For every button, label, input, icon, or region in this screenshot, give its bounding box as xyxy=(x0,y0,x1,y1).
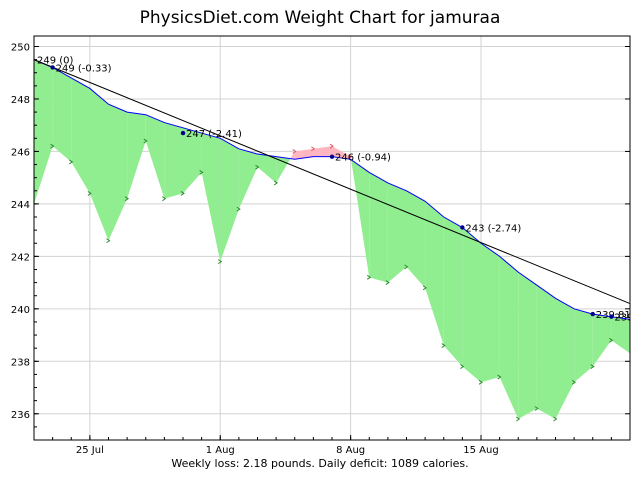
below-trend-fill xyxy=(52,67,72,162)
below-trend-fill xyxy=(238,148,258,210)
below-trend-fill xyxy=(183,127,202,194)
weight-marker xyxy=(348,154,353,160)
weight-marker xyxy=(162,196,167,202)
annotation-label: 239.81 (-3.26) xyxy=(596,310,640,321)
annotation-label: 249 (-0.33) xyxy=(56,63,112,74)
above-trend-fill xyxy=(294,148,314,160)
annotation-label: 239.69 (-0.12) xyxy=(614,313,640,324)
right-margin xyxy=(630,0,640,480)
annotation-dot xyxy=(590,311,595,317)
below-trend-fill xyxy=(220,138,239,262)
below-trend-fill xyxy=(592,314,612,367)
weight-marker xyxy=(534,406,539,411)
y-tick-label: 242 xyxy=(11,252,30,263)
weight-marker xyxy=(590,364,595,369)
below-trend-fill xyxy=(89,88,109,241)
y-tick-label: 236 xyxy=(11,410,30,421)
below-trend-fill xyxy=(481,243,500,383)
annotation-label: 247 (-2.41) xyxy=(186,129,242,140)
below-trend-fill xyxy=(443,217,463,367)
weight-marker xyxy=(292,149,297,154)
below-trend-fill xyxy=(34,59,53,204)
weight-marker xyxy=(571,379,577,385)
chart-title: PhysicsDiet.com Weight Chart for jamuraa xyxy=(139,8,501,28)
weight-marker xyxy=(497,374,502,380)
weight-marker xyxy=(366,274,372,280)
weight-marker xyxy=(460,364,465,369)
weight-marker xyxy=(422,285,428,291)
above-trend-fill xyxy=(313,146,332,157)
weight-marker xyxy=(68,159,74,165)
annotation-dot xyxy=(609,314,614,319)
below-trend-fill xyxy=(499,256,519,420)
annotation-dot xyxy=(460,225,465,230)
weight-marker xyxy=(87,190,92,196)
below-trend-fill xyxy=(555,298,575,420)
weight-marker xyxy=(609,337,614,343)
below-trend-fill xyxy=(425,201,444,346)
weight-marker xyxy=(199,169,204,175)
annotation-dot xyxy=(180,130,186,136)
weight-marker xyxy=(515,416,521,422)
annotation-dot xyxy=(329,154,335,159)
weight-marker xyxy=(441,343,446,348)
below-trend-fill xyxy=(462,227,481,383)
below-trend-fill xyxy=(406,190,426,288)
y-tick-label: 248 xyxy=(11,95,30,106)
y-tick-label: 240 xyxy=(11,305,30,316)
below-trend-fill xyxy=(351,159,370,278)
weight-marker xyxy=(385,280,390,286)
below-trend-fill xyxy=(611,316,630,354)
y-tick-label: 250 xyxy=(11,42,30,53)
weight-marker xyxy=(236,206,241,212)
below-trend-fill xyxy=(201,133,221,262)
weight-marker xyxy=(180,190,185,196)
weight-marker xyxy=(143,138,148,144)
below-trend-fill xyxy=(387,182,407,283)
annotation-dot xyxy=(50,65,55,70)
below-trend-fill xyxy=(145,114,165,199)
weight-marker xyxy=(255,164,260,170)
left-margin xyxy=(0,0,34,480)
below-trend-fill xyxy=(574,308,593,383)
weight-marker xyxy=(329,143,334,149)
below-trend-fill xyxy=(164,122,183,199)
weight-marker xyxy=(404,264,409,270)
below-trend-fill xyxy=(536,285,556,420)
below-trend-fill xyxy=(127,112,146,199)
chart-footer: Weekly loss: 2.18 pounds. Daily deficit:… xyxy=(171,457,469,470)
weight-marker xyxy=(106,238,111,244)
below-trend-fill xyxy=(71,77,90,194)
x-tick-label: 25 Jul xyxy=(76,445,104,456)
annotation-label: 243 (-2.74) xyxy=(465,224,521,235)
below-trend-fill xyxy=(108,104,128,241)
below-trend-fill xyxy=(518,272,537,420)
below-trend-fill xyxy=(257,154,277,183)
x-tick-label: 1 Aug xyxy=(206,445,235,456)
y-tick-label: 238 xyxy=(11,357,30,368)
weight-marker xyxy=(478,379,483,385)
regression-line xyxy=(33,59,631,305)
x-tick-label: 15 Aug xyxy=(463,445,498,456)
weight-marker xyxy=(273,180,279,186)
above-trend-fill xyxy=(332,146,351,160)
weight-marker xyxy=(217,259,223,265)
x-tick-label: 8 Aug xyxy=(336,445,365,456)
weight-marker xyxy=(50,143,55,149)
weight-marker xyxy=(311,146,316,152)
weight-marker xyxy=(553,416,558,422)
below-trend-fill xyxy=(369,172,388,283)
annotation-label: 246 (-0.94) xyxy=(335,153,391,164)
y-tick-label: 244 xyxy=(11,200,30,211)
weight-marker xyxy=(124,196,130,202)
y-tick-label: 246 xyxy=(11,147,30,158)
annotation-label: 249 (0) xyxy=(37,56,74,67)
